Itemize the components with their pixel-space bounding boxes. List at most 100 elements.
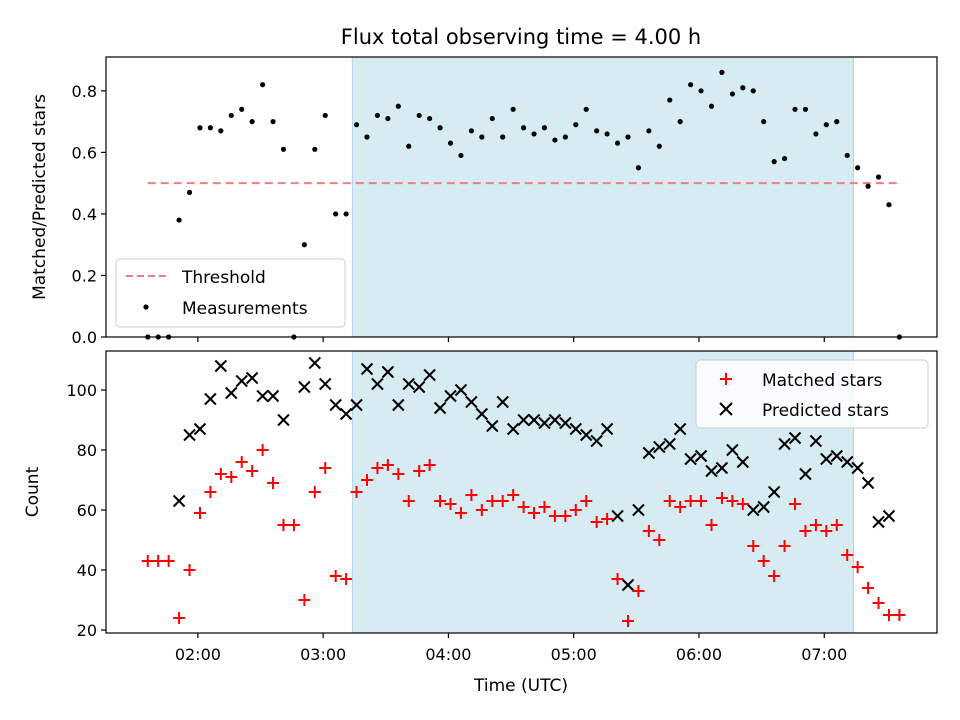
predicted-point — [444, 389, 457, 403]
predicted-point — [747, 503, 760, 517]
measurement-point — [479, 134, 485, 140]
matched-point — [444, 498, 457, 510]
measurement-point — [374, 112, 381, 119]
matched-point — [621, 615, 634, 627]
legend-measurements-label: Measurements — [182, 299, 308, 319]
matched-point — [214, 468, 227, 480]
predicted-point — [298, 380, 311, 394]
predicted-point — [360, 362, 374, 376]
matched-point — [402, 495, 415, 507]
x-tick-label: 07:00 — [801, 645, 847, 664]
y-tick-label: 40 — [77, 561, 97, 580]
measurement-point — [259, 82, 266, 88]
matched-star-points — [141, 444, 906, 627]
matched-point — [475, 504, 488, 516]
y-tick-label: 80 — [77, 441, 97, 460]
y-tick-label: 0.4 — [72, 205, 97, 224]
matched-point — [809, 519, 822, 531]
measurement-point — [875, 174, 882, 180]
bottom-y-ticks: 20 40 60 80 100 — [66, 381, 106, 640]
top-panel: 0.00.20.40.60.8 Matched/Predicted stars … — [30, 56, 938, 347]
measurement-points — [145, 69, 903, 340]
predicted-point — [266, 389, 280, 403]
measurement-point — [552, 137, 558, 143]
predicted-point — [402, 377, 415, 391]
top-legend: Threshold Measurements — [115, 258, 346, 328]
measurement-point — [667, 97, 673, 103]
matched-point — [225, 471, 238, 483]
predicted-point — [433, 401, 447, 415]
matched-point — [319, 462, 332, 474]
predicted-point — [486, 419, 499, 433]
measurement-point — [813, 131, 819, 137]
matched-point — [559, 510, 572, 522]
x-tick-label: 04:00 — [425, 645, 471, 664]
matched-point — [820, 525, 833, 537]
measurement-point — [500, 134, 506, 140]
matched-point — [830, 519, 843, 531]
legend-predicted-label: Predicted stars — [762, 401, 889, 421]
measurement-point — [677, 119, 683, 125]
measurement-point — [844, 152, 850, 159]
measurement-point — [468, 128, 474, 134]
measurement-point — [823, 122, 829, 128]
predicted-point — [559, 416, 572, 430]
measurement-point — [614, 140, 621, 146]
matched-point — [747, 540, 760, 552]
matched-point — [611, 573, 624, 585]
measurement-point — [520, 125, 527, 131]
bottom-legend-box — [695, 359, 929, 429]
matched-point — [360, 474, 373, 486]
matched-point — [674, 501, 687, 513]
matched-point — [695, 495, 708, 507]
matched-point — [434, 495, 447, 507]
x-tick-label: 05:00 — [551, 645, 597, 664]
measurement-point — [239, 106, 245, 112]
predicted-point — [642, 446, 656, 460]
measurement-point — [249, 119, 255, 125]
measurement-point — [197, 125, 203, 131]
matched-point — [152, 555, 165, 567]
measurement-point — [625, 134, 631, 140]
measurement-point — [385, 115, 391, 122]
predicted-point — [319, 377, 332, 391]
matched-point — [569, 504, 582, 516]
measurement-point — [708, 103, 715, 109]
bottom-axes-frame — [105, 350, 938, 634]
measurement-point — [604, 131, 610, 137]
predicted-point — [496, 395, 509, 409]
top-x-ticks — [197, 337, 825, 342]
predicted-point — [872, 515, 885, 529]
matched-point — [454, 507, 467, 519]
matched-point — [789, 498, 802, 510]
predicted-point — [308, 356, 322, 370]
predicted-point — [538, 416, 551, 430]
matched-point — [893, 609, 906, 621]
predicted-point — [183, 428, 196, 442]
x-tick-label: 02:00 — [175, 645, 221, 664]
matched-point — [528, 507, 541, 519]
measurement-point — [656, 143, 662, 149]
matched-point — [601, 513, 614, 525]
matched-point — [173, 612, 186, 624]
measurement-point — [792, 106, 798, 112]
measurement-point — [541, 125, 548, 131]
predicted-star-points — [172, 356, 896, 592]
top-legend-box — [115, 258, 346, 328]
predicted-point — [861, 476, 875, 490]
predicted-point — [788, 431, 802, 445]
y-tick-label: 100 — [66, 381, 97, 400]
legend-matched-swatch — [720, 373, 732, 385]
measurement-point — [761, 119, 767, 125]
measurement-point — [635, 165, 642, 171]
matched-point — [632, 585, 645, 597]
predicted-point — [548, 413, 562, 427]
predicted-point — [851, 461, 864, 475]
y-tick-label: 0.2 — [72, 266, 97, 285]
measurement-point — [802, 106, 809, 112]
y-tick-label: 0.0 — [72, 328, 97, 347]
matched-point — [392, 468, 405, 480]
predicted-point — [329, 398, 342, 412]
predicted-point — [809, 434, 823, 448]
measurement-point — [573, 122, 579, 128]
